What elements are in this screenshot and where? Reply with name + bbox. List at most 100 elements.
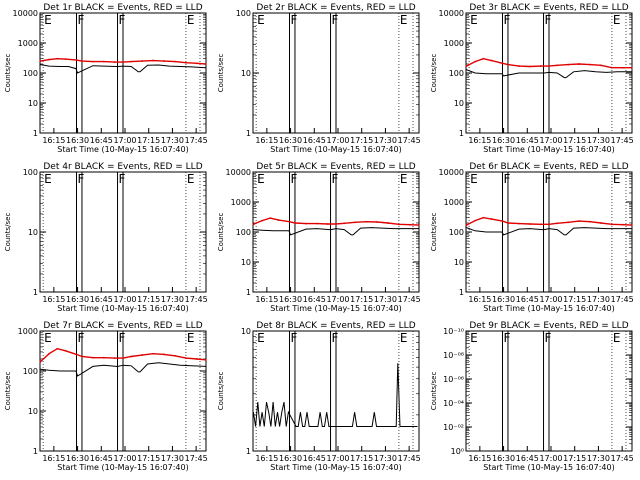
event-marker-label: E xyxy=(257,331,265,345)
lld-point xyxy=(195,358,198,360)
x-tick-label: 16:45 xyxy=(90,136,113,145)
y-axis-label: Counts/sec xyxy=(217,213,225,252)
x-tick-label: 16:15 xyxy=(42,454,65,463)
y-axis-label: Counts/sec xyxy=(430,372,438,411)
lld-point xyxy=(528,223,531,225)
event-marker-label: E xyxy=(613,172,621,186)
y-tick-label: 10000 xyxy=(439,9,464,18)
lld-point xyxy=(64,58,67,61)
lld-point xyxy=(75,353,78,356)
event-marker-label: F xyxy=(503,331,510,345)
lld-point xyxy=(185,61,187,64)
x-tick-label: 16:15 xyxy=(468,295,491,304)
lld-point xyxy=(398,223,400,226)
y-tick-label: 1 xyxy=(246,288,251,297)
lld-point xyxy=(589,220,591,223)
event-marker-label: F xyxy=(332,13,339,27)
lld-point xyxy=(556,222,559,225)
y-tick-label: 1 xyxy=(246,447,251,456)
y-tick-label: 100 xyxy=(236,9,251,18)
lld-point xyxy=(174,60,176,63)
lld-point xyxy=(335,223,337,225)
panel-title: Det 1r BLACK = Events, RED = LLD xyxy=(43,3,202,13)
y-tick-label: 10⁰ xyxy=(451,447,464,456)
event-marker-label: F xyxy=(503,13,510,27)
y-axis-label: Counts/sec xyxy=(430,213,438,252)
x-tick-label: 16:45 xyxy=(303,454,326,463)
series-events-line xyxy=(40,362,206,377)
lld-point xyxy=(611,66,613,69)
lld-point xyxy=(39,60,42,62)
x-axis-label: Start Time (10-May-15 16:07:40) xyxy=(483,145,614,154)
x-tick-label: 16:45 xyxy=(303,136,326,145)
lld-point xyxy=(482,216,485,219)
y-tick-label: 10000 xyxy=(439,168,464,177)
x-tick-label: 17:00 xyxy=(326,136,349,145)
x-tick-label: 17:45 xyxy=(185,136,208,145)
x-tick-label: 17:00 xyxy=(539,295,562,304)
lld-point xyxy=(501,62,504,65)
lld-point xyxy=(81,60,83,62)
y-axis-label: Counts/sec xyxy=(4,54,12,93)
y-tick-label: 1000 xyxy=(18,39,38,48)
lld-point xyxy=(490,218,493,220)
x-tick-label: 16:30 xyxy=(492,136,515,145)
y-tick-label: 1 xyxy=(33,288,38,297)
lld-point xyxy=(141,354,144,356)
y-tick-label: 10⁻¹⁰ xyxy=(443,327,464,336)
event-marker-label: E xyxy=(187,331,195,345)
lld-point xyxy=(465,65,468,67)
event-marker-label: E xyxy=(44,13,52,27)
lld-point xyxy=(305,222,307,225)
x-tick-label: 17:00 xyxy=(113,136,136,145)
panel-title: Det 9r BLACK = Events, RED = LLD xyxy=(469,321,628,331)
event-marker-label: E xyxy=(400,13,408,27)
event-marker-label: E xyxy=(44,172,52,186)
lld-point xyxy=(48,58,51,61)
x-tick-label: 17:15 xyxy=(137,454,160,463)
x-tick-label: 17:15 xyxy=(137,295,160,304)
panel-title: Det 2r BLACK = Events, RED = LLD xyxy=(256,3,415,13)
y-tick-label: 10000 xyxy=(13,9,38,18)
x-tick-label: 17:15 xyxy=(563,295,586,304)
y-tick-label: 100 xyxy=(23,69,38,78)
y-axis-label: Counts/sec xyxy=(430,54,438,93)
event-marker-label: F xyxy=(290,13,297,27)
x-tick-label: 16:30 xyxy=(492,295,515,304)
y-tick-label: 10⁻⁰⁴ xyxy=(443,399,464,408)
lld-point xyxy=(130,60,133,63)
panel-title: Det 7r BLACK = Events, RED = LLD xyxy=(43,321,202,331)
event-marker-label: F xyxy=(503,172,510,186)
lld-point xyxy=(567,221,570,224)
y-tick-label: 1000 xyxy=(18,327,38,336)
x-axis-label: Start Time (10-May-15 16:07:40) xyxy=(57,145,188,154)
series-events-line xyxy=(253,227,419,236)
y-tick-label: 1 xyxy=(246,129,251,138)
x-tick-label: 17:45 xyxy=(611,454,634,463)
y-axis-label: Counts/sec xyxy=(4,213,12,252)
lld-point xyxy=(376,221,378,223)
lld-point xyxy=(315,222,318,225)
lld-point xyxy=(630,66,633,69)
y-tick-label: 10⁻⁰⁶ xyxy=(443,375,464,384)
event-marker-label: E xyxy=(257,172,265,186)
x-tick-label: 16:15 xyxy=(42,295,65,304)
x-tick-label: 16:15 xyxy=(255,454,278,463)
lld-point xyxy=(56,347,59,350)
event-marker-label: E xyxy=(187,13,195,27)
x-tick-label: 16:45 xyxy=(303,295,326,304)
x-tick-label: 17:45 xyxy=(185,454,208,463)
x-tick-label: 17:15 xyxy=(563,454,586,463)
x-tick-label: 17:30 xyxy=(161,454,184,463)
event-marker-label: F xyxy=(119,331,126,345)
lld-point xyxy=(102,356,105,359)
lld-point xyxy=(64,349,67,352)
lld-point xyxy=(204,358,207,361)
event-marker-label: F xyxy=(545,331,552,345)
lld-point xyxy=(122,61,124,64)
x-tick-label: 17:15 xyxy=(350,295,373,304)
